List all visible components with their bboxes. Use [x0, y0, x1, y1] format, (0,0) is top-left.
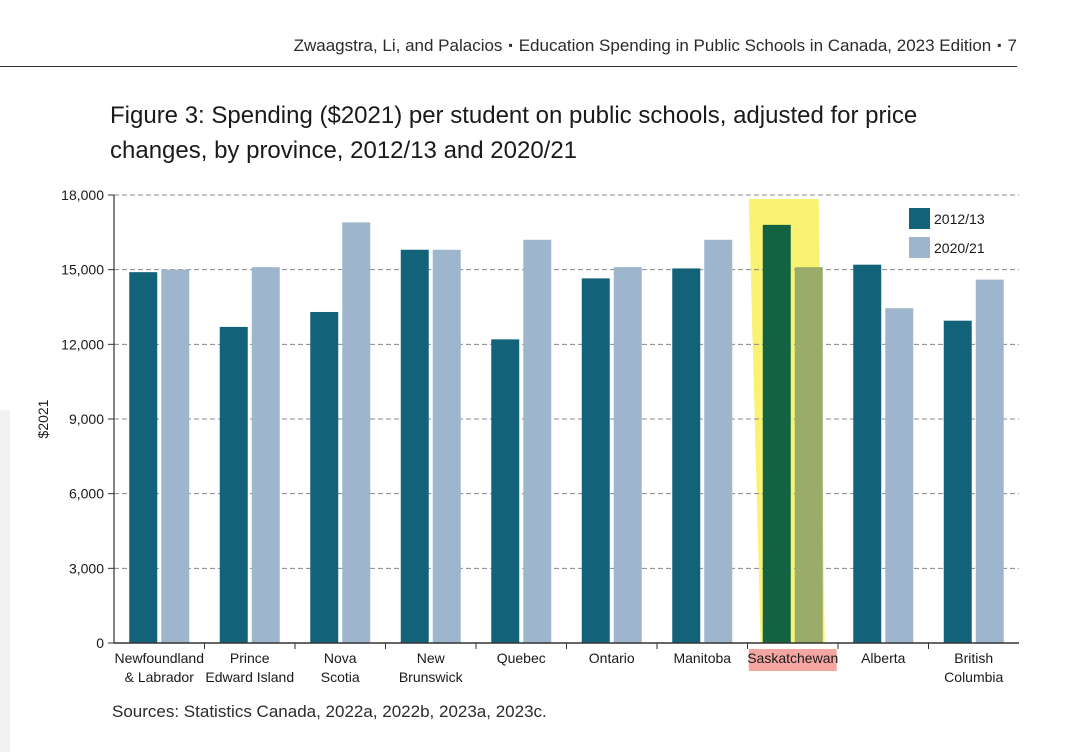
y-tick-label: 6,000	[69, 486, 104, 502]
bar-2020-21	[432, 249, 461, 643]
bar-2020-21	[704, 239, 733, 644]
x-category-label: Ontario	[589, 650, 635, 666]
header-publication: Education Spending in Public Schools in …	[518, 36, 992, 55]
x-category-label: Edward Island	[205, 669, 294, 685]
y-tick-label: 12,000	[61, 336, 104, 352]
y-tick-label: 3,000	[69, 560, 104, 576]
bar-2020-21	[161, 269, 190, 643]
bar-2012-13	[943, 320, 972, 643]
figure-title: Figure 3: Spending ($2021) per student o…	[110, 102, 918, 164]
bar-2012-13	[129, 272, 158, 643]
header-rule	[0, 66, 1017, 67]
bar-2012-13	[672, 268, 701, 643]
x-category-label: Quebec	[497, 650, 546, 666]
bar-2020-21	[251, 267, 280, 643]
header-separator-icon: ▪	[997, 38, 1002, 52]
x-category-label: & Labrador	[125, 669, 195, 685]
x-category-label: Prince	[230, 650, 270, 666]
x-category-label: New	[417, 650, 446, 666]
y-tick-label: 0	[96, 635, 104, 651]
highlight-label-band	[748, 649, 837, 671]
header-authors: Zwaagstra, Li, and Palacios	[293, 36, 503, 55]
bar-2012-13	[853, 264, 882, 643]
bar-2020-21	[885, 308, 914, 643]
x-category-label: Alberta	[861, 650, 906, 666]
bar-2012-13	[400, 249, 429, 643]
x-category-label: British	[954, 650, 993, 666]
bar-2012-13	[581, 278, 610, 643]
bar-2012-13	[219, 326, 248, 643]
bar-2012-13	[491, 339, 520, 643]
x-category-label: Nova	[324, 650, 357, 666]
legend-label: 2012/13	[934, 211, 985, 227]
bar-2020-21	[975, 279, 1004, 643]
legend-label: 2020/21	[934, 240, 985, 256]
x-category-label: Newfoundland	[114, 650, 204, 666]
x-category-label: Saskatchewan	[747, 650, 838, 666]
x-category-label: Manitoba	[673, 650, 731, 666]
bar-2020-21	[523, 239, 552, 644]
y-axis-label: $2021	[35, 399, 51, 438]
figure-sources: Sources: Statistics Canada, 2022a, 2022b…	[112, 702, 547, 721]
page-number: 7	[1007, 36, 1017, 55]
bar-2012-13	[762, 224, 791, 643]
bar-2020-21	[613, 267, 642, 643]
page-edge-strip	[0, 410, 10, 752]
running-header: Zwaagstra, Li, and Palacios ▪ Education Sp…	[0, 36, 1017, 56]
bar-2012-13	[310, 311, 339, 643]
legend-swatch-2012-13	[909, 208, 930, 229]
x-category-label: Scotia	[321, 669, 360, 685]
y-tick-label: 18,000	[61, 187, 104, 203]
legend-swatch-2020-21	[909, 237, 930, 258]
bar-2020-21	[342, 222, 371, 643]
x-category-label: Brunswick	[399, 669, 464, 685]
header-separator-icon: ▪	[508, 38, 513, 52]
x-category-label: Columbia	[944, 669, 1003, 685]
bar-2020-21	[794, 267, 823, 643]
y-tick-label: 9,000	[69, 411, 104, 427]
y-tick-label: 15,000	[61, 262, 104, 278]
